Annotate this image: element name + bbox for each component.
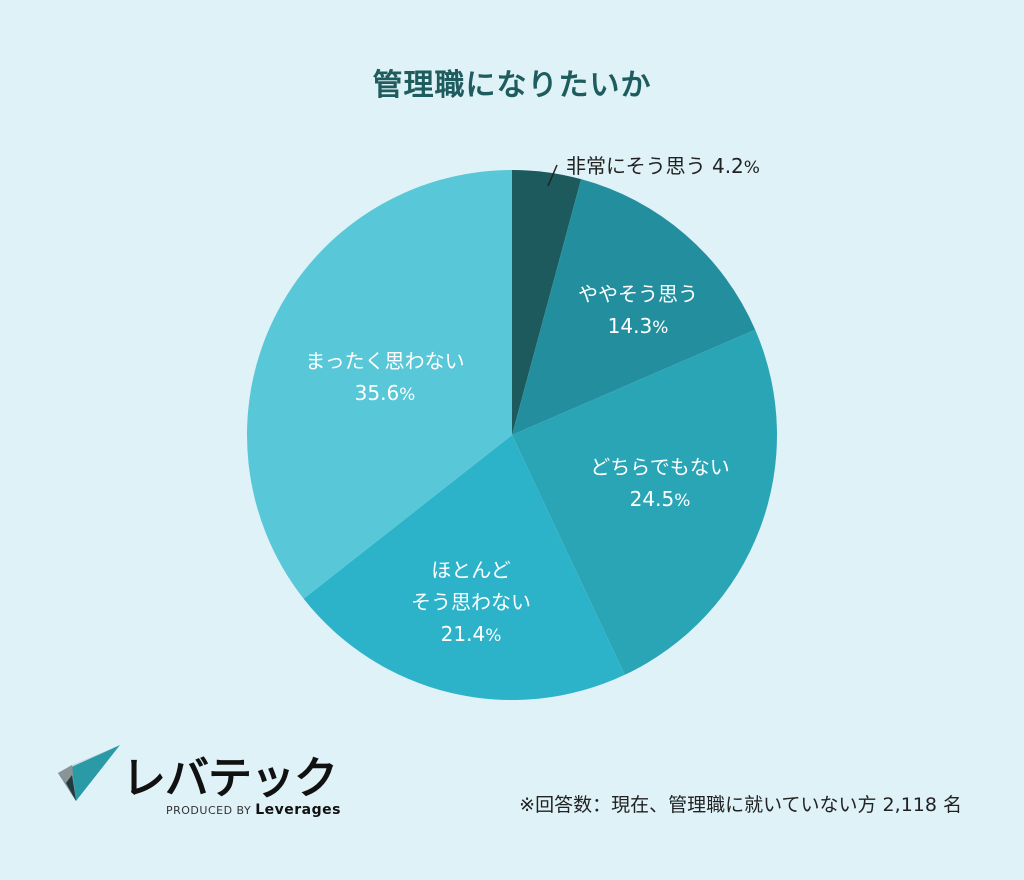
logo-wordmark: レバテック — [122, 753, 338, 804]
chart-title: 管理職になりたいか — [372, 68, 652, 103]
pie-slice-0 — [512, 170, 582, 435]
slice-label-3: ほとんど そう思わない 21.4% — [411, 558, 531, 646]
slice-label-0: 非常にそう思う 4.2% — [566, 154, 760, 178]
slice-label-2: どちらでもない 24.5% — [590, 455, 730, 511]
slice-label-4: まったく思わない 35.6% — [305, 349, 465, 405]
pie-slice-2 — [512, 329, 777, 675]
footnote: ※回答数：現在、管理職に就いていない方 2,118 名 — [519, 794, 962, 816]
pie-slice-4 — [247, 170, 513, 599]
logo-subtitle: PRODUCED BY Leverages — [166, 802, 341, 818]
levtech-logo-icon — [58, 745, 120, 801]
leader-line — [547, 164, 558, 187]
slice-label-1: ややそう思う 14.3% — [578, 282, 698, 338]
pie-slice-1 — [512, 179, 756, 435]
pie-slice-3 — [303, 435, 625, 700]
